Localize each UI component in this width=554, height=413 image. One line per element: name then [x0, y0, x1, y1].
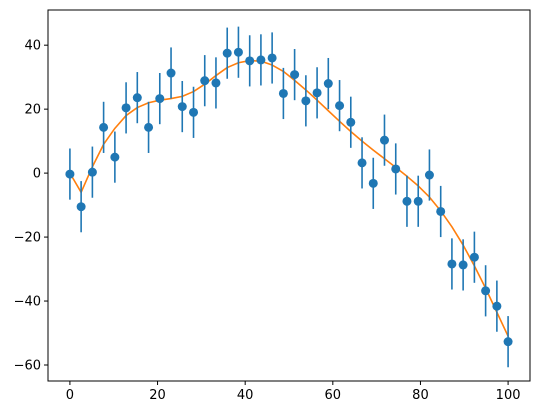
data-point	[481, 286, 491, 296]
data-point	[312, 88, 322, 98]
data-point	[323, 79, 333, 89]
data-point	[99, 122, 109, 132]
data-point	[436, 206, 446, 216]
data-point	[245, 56, 255, 66]
data-point	[402, 196, 412, 206]
data-point	[379, 135, 389, 145]
data-point	[189, 107, 199, 117]
data-point	[87, 167, 97, 177]
data-point	[492, 301, 502, 311]
data-point	[413, 196, 423, 206]
data-point	[177, 102, 187, 112]
data-point	[166, 68, 176, 78]
data-point	[76, 202, 86, 212]
x-tick-label: 20	[149, 388, 166, 403]
y-tick-label: 20	[24, 103, 41, 118]
data-point	[132, 93, 142, 103]
data-point	[155, 94, 165, 104]
data-point	[121, 103, 131, 113]
x-tick-label: 100	[496, 388, 521, 403]
data-point	[278, 88, 288, 98]
fit-line	[69, 59, 509, 338]
data-point	[424, 170, 434, 180]
data-point	[65, 169, 75, 179]
data-point	[357, 158, 367, 168]
data-point	[110, 152, 120, 162]
x-tick-label: 0	[66, 388, 74, 403]
data-point	[458, 260, 468, 270]
data-point	[447, 259, 457, 269]
x-tick-label: 80	[412, 388, 429, 403]
data-point	[368, 178, 378, 188]
data-point	[301, 96, 311, 106]
y-tick-label: 40	[24, 39, 41, 54]
axes-frame	[47, 9, 531, 382]
data-point	[267, 53, 277, 63]
data-point	[335, 101, 345, 111]
data-point	[144, 122, 154, 132]
data-point	[503, 337, 513, 347]
data-point	[469, 252, 479, 262]
y-tick-label: −40	[14, 295, 41, 310]
y-tick-label: −20	[14, 231, 41, 246]
y-tick-label: −60	[14, 359, 41, 374]
data-point	[222, 48, 232, 58]
data-point	[346, 117, 356, 127]
data-point	[256, 55, 266, 65]
data-point	[391, 164, 401, 174]
data-point	[211, 78, 221, 88]
series-layer	[65, 26, 513, 368]
data-point	[233, 47, 243, 57]
y-tick-label: 0	[33, 167, 41, 182]
x-tick-label: 40	[237, 388, 254, 403]
x-tick-label: 60	[325, 388, 342, 403]
ticks-layer: 0 20 40 60 80 100 −60 −40 −20 0 20 40	[14, 39, 521, 403]
data-point	[290, 70, 300, 80]
data-point	[200, 76, 210, 86]
